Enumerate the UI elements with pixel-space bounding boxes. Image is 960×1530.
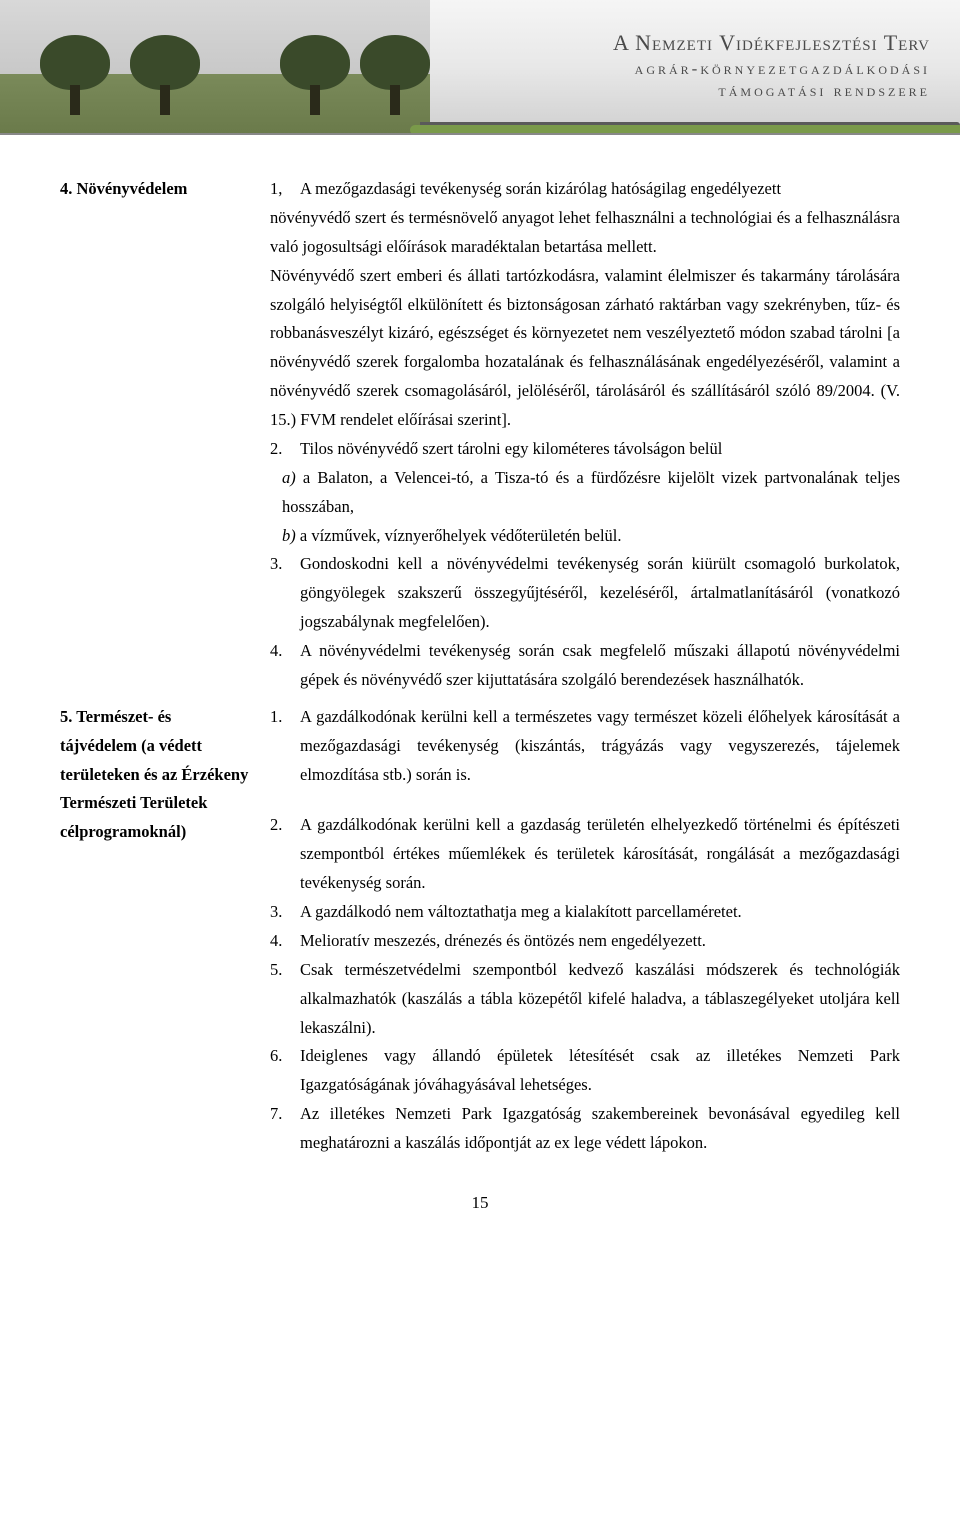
list-item: 1. A gazdálkodónak kerülni kell a termés… bbox=[270, 703, 900, 790]
tree-icon bbox=[280, 35, 350, 115]
item-text: Az illetékes Nemzeti Park Igazgatóság sz… bbox=[300, 1100, 900, 1158]
item-text: A gazdálkodó nem változtathatja meg a ki… bbox=[300, 898, 900, 927]
item-text: Csak természetvédelmi szempontból kedvez… bbox=[300, 956, 900, 1043]
item-number: 2. bbox=[270, 811, 300, 898]
item-text: A gazdálkodónak kerülni kell a természet… bbox=[300, 703, 900, 790]
item-text-continued: Növényvédő szert emberi és állati tartóz… bbox=[270, 262, 900, 435]
sub-item-text: a vízművek, víznyerőhelyek védőterületén… bbox=[300, 526, 622, 545]
tree-icon bbox=[360, 35, 430, 115]
section-5-body: 1. A gazdálkodónak kerülni kell a termés… bbox=[270, 703, 900, 1158]
list-item: 2. Tilos növényvédő szert tárolni egy ki… bbox=[270, 435, 900, 464]
item-text: Tilos növényvédő szert tárolni egy kilom… bbox=[300, 435, 900, 464]
item-text: Ideiglenes vagy állandó épületek létesít… bbox=[300, 1042, 900, 1100]
item-text: Gondoskodni kell a növényvédelmi tevéken… bbox=[300, 550, 900, 637]
section-4-row: 4. Növényvédelem 1, A mezőgazdasági tevé… bbox=[60, 175, 900, 695]
sub-item: a) a Balaton, a Velencei-tó, a Tisza-tó … bbox=[270, 464, 900, 522]
section-5-label-line: tájvédelem (a védett bbox=[60, 736, 202, 755]
item-text: A növényvédelmi tevékenység során csak m… bbox=[300, 637, 900, 695]
item-number: 3. bbox=[270, 550, 300, 637]
item-text: A mezőgazdasági tevékenység során kizáró… bbox=[300, 175, 900, 204]
list-item: 7. Az illetékes Nemzeti Park Igazgatóság… bbox=[270, 1100, 900, 1158]
item-number: 6. bbox=[270, 1042, 300, 1100]
item-number: 4. bbox=[270, 637, 300, 695]
page-content: 4. Növényvédelem 1, A mezőgazdasági tevé… bbox=[0, 135, 960, 1258]
item-number: 7. bbox=[270, 1100, 300, 1158]
header-title: A Nemzeti Vidékfejlesztési Terv bbox=[613, 30, 930, 56]
tree-icon bbox=[40, 35, 110, 115]
item-text: A gazdálkodónak kerülni kell a gazdaság … bbox=[300, 811, 900, 898]
tree-icon bbox=[130, 35, 200, 115]
header-banner: A Nemzeti Vidékfejlesztési Terv agrár-kö… bbox=[0, 0, 960, 135]
header-subtitle-2: támogatási rendszere bbox=[613, 81, 930, 101]
section-5-label-line: területeken és az Érzékeny bbox=[60, 765, 248, 784]
list-item: 2. A gazdálkodónak kerülni kell a gazdas… bbox=[270, 811, 900, 898]
item-number: 4. bbox=[270, 927, 300, 956]
section-5-label-line: célprogramoknál) bbox=[60, 822, 186, 841]
list-item: 5. Csak természetvédelmi szempontból ked… bbox=[270, 956, 900, 1043]
sub-item-letter: a) bbox=[282, 468, 296, 487]
item-number: 1, bbox=[270, 175, 300, 204]
item-number: 5. bbox=[270, 956, 300, 1043]
list-item: 6. Ideiglenes vagy állandó épületek léte… bbox=[270, 1042, 900, 1100]
item-number: 1. bbox=[270, 703, 300, 790]
item-text-continued: növényvédő szert és termésnövelő anyagot… bbox=[270, 204, 900, 262]
list-item: 4. Melioratív meszezés, drénezés és öntö… bbox=[270, 927, 900, 956]
list-item: 1, A mezőgazdasági tevékenység során kiz… bbox=[270, 175, 900, 204]
header-landscape bbox=[0, 0, 430, 135]
section-5-row: 5. Természet- és tájvédelem (a védett te… bbox=[60, 703, 900, 1158]
section-5-label-bold: 5. Természet- és bbox=[60, 707, 171, 726]
sub-item-letter: b) bbox=[282, 526, 296, 545]
section-5-label: 5. Természet- és tájvédelem (a védett te… bbox=[60, 703, 270, 1158]
header-divider-green bbox=[410, 125, 960, 135]
item-number: 2. bbox=[270, 435, 300, 464]
sub-item-text: a Balaton, a Velencei-tó, a Tisza-tó és … bbox=[282, 468, 900, 516]
section-4-body: 1, A mezőgazdasági tevékenység során kiz… bbox=[270, 175, 900, 695]
page-number: 15 bbox=[60, 1188, 900, 1218]
list-item: 3. Gondoskodni kell a növényvédelmi tevé… bbox=[270, 550, 900, 637]
header-subtitle-1: agrár-környezetgazdálkodási bbox=[613, 59, 930, 79]
section-5-label-line: Természeti Területek bbox=[60, 793, 207, 812]
list-item: 3. A gazdálkodó nem változtathatja meg a… bbox=[270, 898, 900, 927]
item-number: 3. bbox=[270, 898, 300, 927]
section-4-label: 4. Növényvédelem bbox=[60, 175, 270, 695]
item-text: Melioratív meszezés, drénezés és öntözés… bbox=[300, 927, 900, 956]
sub-item: b) a vízművek, víznyerőhelyek védőterüle… bbox=[270, 522, 900, 551]
list-item: 4. A növényvédelmi tevékenység során csa… bbox=[270, 637, 900, 695]
header-text-block: A Nemzeti Vidékfejlesztési Terv agrár-kö… bbox=[613, 30, 930, 101]
